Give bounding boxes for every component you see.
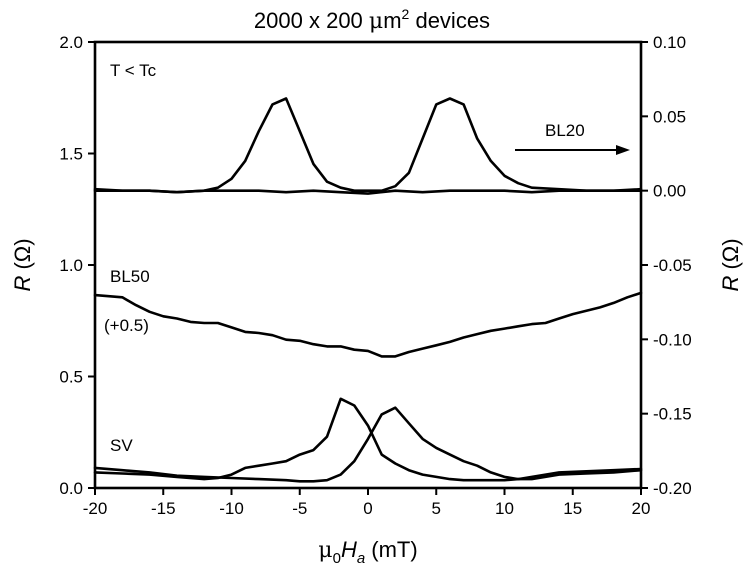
series-line-2 — [93, 291, 643, 358]
y-left-tick-label: 2.0 — [59, 33, 83, 52]
x-tick-label: -15 — [151, 499, 176, 518]
axis-tick-labels: -20 -15 -10 -5 0 5 10 15 20 0.0 0.5 1.0 1.5 2.0 -0.20 -… — [59, 33, 691, 518]
y-left-tick-label: 0.0 — [59, 479, 83, 498]
y-right-tick-label: -0.10 — [653, 330, 692, 349]
annotation-bl50: BL50 — [110, 267, 150, 286]
x-tick-label: 5 — [432, 499, 441, 518]
y-left-tick-label: 1.5 — [59, 145, 83, 164]
series-line-1 — [93, 187, 643, 195]
annotation-sv: SV — [110, 436, 133, 455]
annotation-bl20: BL20 — [545, 121, 585, 140]
x-tick-label: -10 — [219, 499, 244, 518]
x-tick-label: -5 — [292, 499, 307, 518]
axis-ticks — [88, 41, 648, 495]
y-right-tick-label: -0.20 — [653, 479, 692, 498]
x-tick-label: 0 — [363, 499, 372, 518]
series-line-0 — [93, 97, 643, 194]
y-right-tick-label: 0.00 — [653, 182, 686, 201]
y-right-tick-label: -0.05 — [653, 256, 692, 275]
x-tick-label: 15 — [563, 499, 582, 518]
x-axis-label: μ0Ha (mT) — [318, 537, 417, 565]
chart-title: 2000 x 200 μm2 devices — [254, 6, 490, 34]
y-left-tick-label: 1.0 — [59, 256, 83, 275]
y-axis-right-label: R (Ω) — [718, 238, 743, 291]
annotation-offset: (+0.5) — [104, 316, 149, 335]
y-axis-left-label: R (Ω) — [10, 238, 35, 291]
y-right-tick-label: -0.15 — [653, 405, 692, 424]
data-curves — [93, 97, 643, 483]
y-right-tick-label: 0.05 — [653, 107, 686, 126]
x-tick-label: 20 — [632, 499, 651, 518]
series-line-4 — [93, 406, 643, 483]
annotation-t-tc: T < Tc — [110, 61, 157, 80]
x-tick-label: 10 — [495, 499, 514, 518]
y-right-tick-label: 0.10 — [653, 33, 686, 52]
plot-frame — [93, 40, 643, 490]
y-left-tick-label: 0.5 — [59, 368, 83, 387]
x-tick-label: -20 — [83, 499, 108, 518]
arrow-right-icon — [515, 145, 630, 155]
